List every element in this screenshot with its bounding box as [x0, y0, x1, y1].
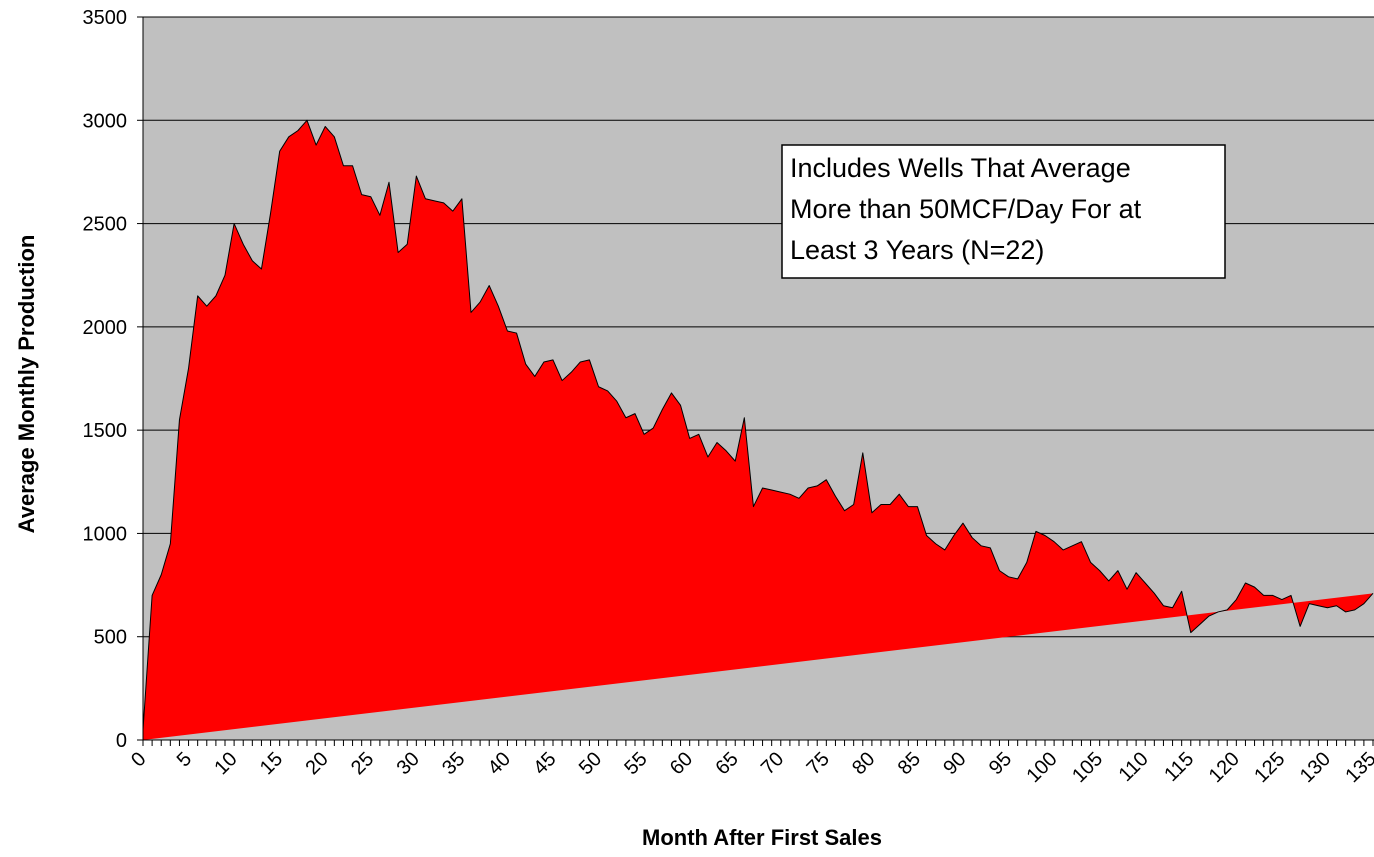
x-tick-label: 125 — [1250, 748, 1289, 787]
x-tick-label: 105 — [1068, 748, 1107, 787]
x-tick-label: 115 — [1160, 748, 1198, 786]
x-tick-label: 55 — [620, 748, 651, 779]
annotation-line: Least 3 Years (N=22) — [790, 235, 1044, 265]
y-tick-label: 3000 — [83, 110, 128, 132]
x-axis-title: Month After First Sales — [642, 825, 882, 850]
x-tick-label: 85 — [894, 748, 925, 779]
x-tick-label: 90 — [939, 748, 970, 779]
x-tick-label: 0 — [127, 748, 150, 771]
x-tick-label: 30 — [393, 748, 424, 779]
x-tick-label: 40 — [484, 748, 515, 779]
x-tick-label: 120 — [1205, 748, 1244, 787]
y-axis-title: Average Monthly Production — [14, 235, 39, 534]
x-tick-label: 5 — [173, 748, 196, 771]
x-tick-label: 50 — [575, 748, 606, 779]
x-tick-label: 60 — [666, 748, 697, 779]
annotation: Includes Wells That Average More than 50M… — [781, 144, 1226, 279]
area — [142, 119, 1374, 740]
annotation-line: More than 50MCF/Day For at — [790, 194, 1142, 224]
x-tick-label: 35 — [438, 748, 469, 779]
y-tick-label: 3500 — [83, 7, 128, 29]
y-tick-label: 1500 — [83, 420, 128, 442]
x-tick-label: 25 — [347, 748, 378, 779]
x-tick-label: 15 — [256, 748, 287, 779]
annotation-line: Includes Wells That Average — [790, 153, 1131, 183]
x-tick-label: 80 — [848, 748, 879, 779]
x-tick-label: 100 — [1022, 748, 1061, 787]
x-tick-label: 135 — [1341, 748, 1374, 787]
x-tick-label: 20 — [301, 748, 332, 779]
x-tick-label: 75 — [803, 748, 834, 779]
x-tick-label: 65 — [711, 748, 742, 779]
y-tick-label: 0 — [116, 730, 127, 752]
x-tick-label: 95 — [985, 748, 1016, 779]
y-tick-label: 500 — [94, 627, 127, 649]
x-tick-label: 110 — [1115, 748, 1153, 786]
annotation-box — [781, 144, 1226, 279]
x-tick-label: 45 — [529, 748, 560, 779]
x-tick-label: 130 — [1296, 748, 1335, 787]
x-tick-label: 70 — [757, 748, 788, 779]
x-tick-label: 10 — [210, 748, 241, 779]
y-tick-label: 2000 — [83, 317, 128, 339]
y-tick-label: 2500 — [83, 214, 128, 236]
y-tick-label: 1000 — [83, 523, 128, 545]
